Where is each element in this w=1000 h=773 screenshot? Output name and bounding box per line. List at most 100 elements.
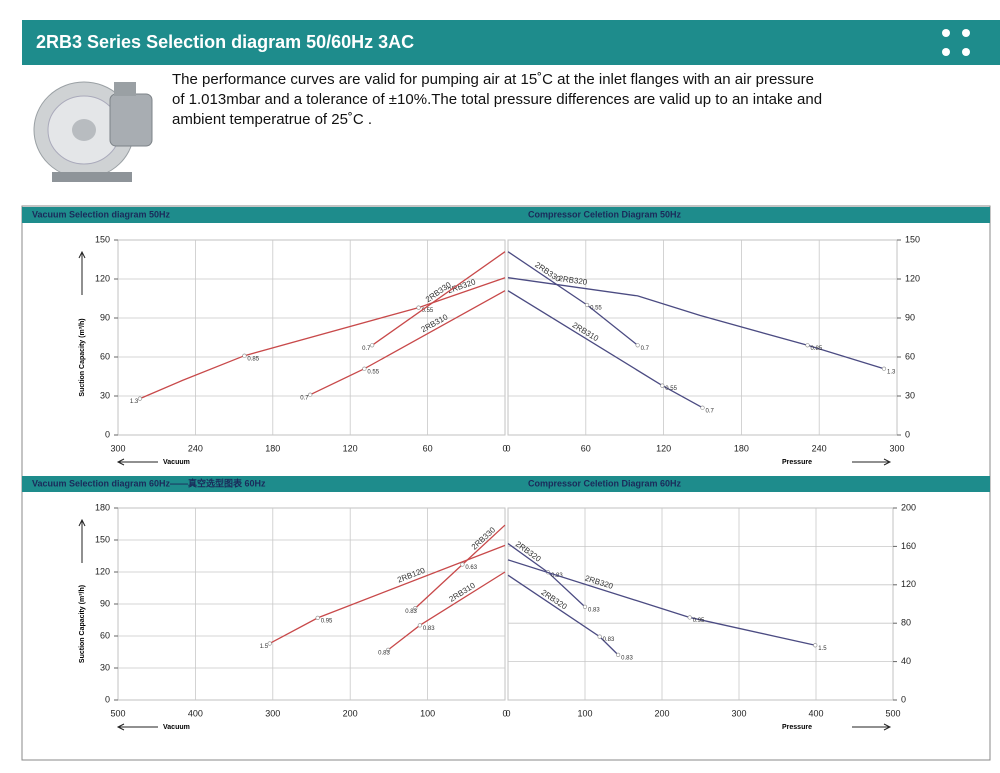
- point: [413, 606, 418, 611]
- point-label: 0.7: [641, 346, 650, 352]
- x-axis-label: Pressure: [782, 724, 812, 731]
- point: [386, 647, 391, 652]
- product-image: [33, 81, 153, 182]
- point-label: 0.83: [423, 626, 435, 632]
- point-label: 1.3: [887, 369, 896, 375]
- y-tick-label: 160: [901, 541, 916, 551]
- point-label: 0.55: [367, 369, 379, 375]
- x-tick-label: 60: [423, 443, 433, 453]
- header-title: 2RB3 Series Selection diagram 50/60Hz 3A…: [36, 32, 415, 52]
- y-tick-label: 60: [100, 630, 110, 640]
- x-tick-label: 180: [734, 443, 749, 453]
- point-label: 0.83: [603, 637, 615, 643]
- y-axis-label: Suction Capacity (m³/h): [79, 318, 86, 396]
- y-axis-label: Suction Capacity (m³/h): [79, 585, 86, 663]
- y-tick-label: 90: [905, 312, 915, 322]
- point: [362, 366, 367, 371]
- x-axis-label: Pressure: [782, 459, 812, 466]
- point: [597, 634, 602, 639]
- series-line: [371, 251, 506, 346]
- point-label: 0.83: [378, 650, 390, 656]
- point-label: 0.95: [321, 618, 333, 624]
- y-tick-label: 30: [905, 390, 915, 400]
- y-tick-label: 90: [100, 312, 110, 322]
- point: [813, 643, 818, 648]
- point: [308, 392, 313, 397]
- point: [370, 343, 375, 348]
- y-tick-label: 80: [901, 618, 911, 628]
- x-arrow: [116, 723, 158, 731]
- point: [137, 396, 143, 401]
- title-bar: [22, 207, 990, 223]
- panel-title: Vacuum Selection diagram 60Hz——真空选型图表 60…: [32, 477, 266, 488]
- point-label: 1.5: [260, 644, 269, 650]
- x-tick-label: 60: [581, 443, 591, 453]
- point: [460, 562, 465, 567]
- y-tick-label: 120: [95, 566, 110, 576]
- y-tick-label: 120: [905, 273, 920, 283]
- point: [805, 343, 810, 348]
- point: [881, 366, 887, 371]
- y-tick-label: 150: [95, 534, 110, 544]
- y-tick-label: 180: [95, 502, 110, 512]
- x-tick-label: 0: [502, 443, 507, 453]
- y-tick-label: 40: [901, 656, 911, 666]
- point-label: 0.63: [465, 565, 477, 571]
- series-name: 2RB320: [514, 540, 543, 565]
- series-name: 2RB320: [558, 274, 588, 287]
- y-tick-label: 0: [905, 429, 910, 439]
- point: [584, 302, 590, 308]
- x-tick-label: 400: [188, 708, 203, 718]
- y-arrow: [78, 518, 86, 563]
- series-line: [309, 290, 506, 396]
- x-tick-label: 100: [420, 708, 435, 718]
- x-tick-label: 240: [188, 443, 203, 453]
- description-line: of 1.013mbar and a tolerance of ±10%.The…: [172, 91, 823, 108]
- point-label: 0.83: [621, 655, 633, 661]
- point: [267, 641, 272, 646]
- series-name: 2RB330: [470, 525, 498, 552]
- x-tick-label: 500: [885, 708, 900, 718]
- x-tick-label: 0: [505, 708, 510, 718]
- panel-title: Compressor Celetion Diagram 50Hz: [528, 209, 682, 219]
- y-tick-label: 0: [901, 694, 906, 704]
- point-label: 0.55: [665, 386, 677, 392]
- y-tick-label: 150: [95, 234, 110, 244]
- x-tick-label: 120: [343, 443, 358, 453]
- y-tick-label: 30: [100, 390, 110, 400]
- point: [416, 305, 421, 310]
- x-tick-label: 300: [889, 443, 904, 453]
- y-tick-label: 30: [100, 662, 110, 672]
- point: [660, 383, 665, 388]
- point: [616, 652, 621, 657]
- point-label: 0.83: [405, 609, 417, 615]
- x-axis-label: Vacuum: [163, 724, 190, 731]
- y-tick-label: 60: [905, 351, 915, 361]
- point-label: 0.7: [362, 346, 371, 352]
- y-tick-label: 200: [901, 502, 916, 512]
- point-label: 0.7: [300, 395, 309, 401]
- x-tick-label: 0: [502, 708, 507, 718]
- description: The performance curves are valid for pum…: [172, 70, 822, 130]
- header-dots: [942, 29, 970, 56]
- header-bar: 2RB3 Series Selection diagram 50/60Hz 3A…: [22, 20, 1000, 65]
- panel-title: Vacuum Selection diagram 50Hz: [32, 209, 171, 219]
- panel-title: Compressor Celetion Diagram 60Hz: [528, 478, 682, 488]
- y-tick-label: 60: [100, 351, 110, 361]
- point-label: 0.7: [706, 408, 715, 414]
- point-label: 0.55: [590, 306, 602, 312]
- y-tick-label: 90: [100, 598, 110, 608]
- x-arrow: [852, 723, 892, 731]
- y-tick-label: 0: [105, 429, 110, 439]
- x-tick-label: 100: [577, 708, 592, 718]
- point-label: 0.55: [422, 308, 434, 314]
- point: [635, 343, 640, 348]
- x-tick-label: 240: [812, 443, 827, 453]
- title-bar: [22, 476, 990, 492]
- point-label: 1.3: [130, 399, 139, 405]
- series-line: [139, 277, 506, 400]
- description-line: The performance curves are valid for pum…: [172, 71, 814, 88]
- point: [687, 615, 692, 620]
- y-tick-label: 120: [901, 579, 916, 589]
